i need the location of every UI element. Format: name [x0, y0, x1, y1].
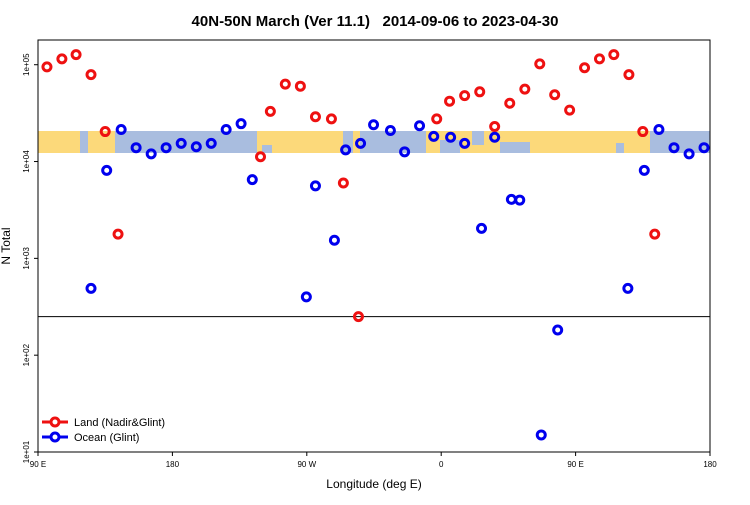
point: [649, 228, 661, 240]
point: [130, 142, 142, 154]
point: [504, 97, 516, 109]
point: [309, 180, 321, 192]
y-tick-label: 1e+05: [22, 53, 31, 76]
point: [534, 58, 546, 70]
x-tick-label: 0: [439, 460, 444, 469]
point: [56, 53, 68, 65]
point: [428, 130, 440, 142]
point: [653, 124, 665, 136]
point: [552, 324, 564, 336]
point: [476, 222, 488, 234]
point: [70, 49, 82, 61]
point: [352, 311, 364, 323]
point: [300, 291, 312, 303]
x-axis-label: Longitude (deg E): [326, 477, 421, 491]
point: [264, 105, 276, 117]
y-axis-label: N Total: [0, 227, 13, 264]
point: [623, 69, 635, 81]
point: [246, 174, 258, 186]
point: [99, 126, 111, 138]
point: [445, 131, 457, 143]
point: [279, 78, 291, 90]
point: [514, 194, 526, 206]
point: [309, 111, 321, 123]
point: [489, 121, 501, 133]
point: [459, 90, 471, 102]
y-tick-label: 1e+01: [22, 440, 31, 463]
x-tick-label: 90 E: [30, 460, 46, 469]
point: [444, 95, 456, 107]
point: [112, 228, 124, 240]
point: [160, 142, 172, 154]
point: [337, 177, 349, 189]
point: [593, 53, 605, 65]
point: [668, 142, 680, 154]
legend-marker: [49, 431, 61, 443]
point: [294, 80, 306, 92]
x-tick-label: 90 W: [297, 460, 316, 469]
point: [368, 119, 380, 131]
legend-label: Ocean (Glint): [74, 432, 139, 444]
x-tick-label: 180: [703, 460, 717, 469]
point: [115, 124, 127, 136]
point: [85, 282, 97, 294]
legend-marker: [49, 416, 61, 428]
point: [325, 113, 337, 125]
point: [431, 113, 443, 125]
point: [235, 118, 247, 130]
point: [549, 89, 561, 101]
point: [205, 137, 217, 149]
point: [328, 234, 340, 246]
y-tick-label: 1e+02: [22, 343, 31, 366]
point: [622, 282, 634, 294]
point: [459, 137, 471, 149]
point: [608, 49, 620, 61]
x-tick-label: 90 E: [567, 460, 583, 469]
point: [474, 86, 486, 98]
point: [255, 151, 267, 163]
point: [505, 193, 517, 205]
y-tick-label: 1e+03: [22, 247, 31, 270]
point: [220, 124, 232, 136]
point: [145, 148, 157, 160]
plot-frame: [37, 39, 711, 453]
point: [384, 125, 396, 137]
y-tick-label: 1e+04: [22, 150, 31, 173]
point: [101, 164, 113, 176]
point: [340, 144, 352, 156]
point: [637, 126, 649, 138]
point: [355, 137, 367, 149]
point: [414, 120, 426, 132]
point: [564, 104, 576, 116]
point: [698, 142, 710, 154]
x-tick-label: 180: [166, 460, 180, 469]
point: [683, 148, 695, 160]
point: [175, 137, 187, 149]
chart-title: 40N-50N March (Ver 11.1) 2014-09-06 to 2…: [192, 13, 559, 30]
point: [190, 141, 202, 153]
point: [535, 429, 547, 441]
legend-label: Land (Nadir&Glint): [74, 417, 165, 429]
point: [579, 62, 591, 74]
point: [399, 146, 411, 158]
point: [638, 164, 650, 176]
point: [41, 61, 53, 73]
point: [489, 131, 501, 143]
point: [519, 83, 531, 95]
point: [85, 69, 97, 81]
